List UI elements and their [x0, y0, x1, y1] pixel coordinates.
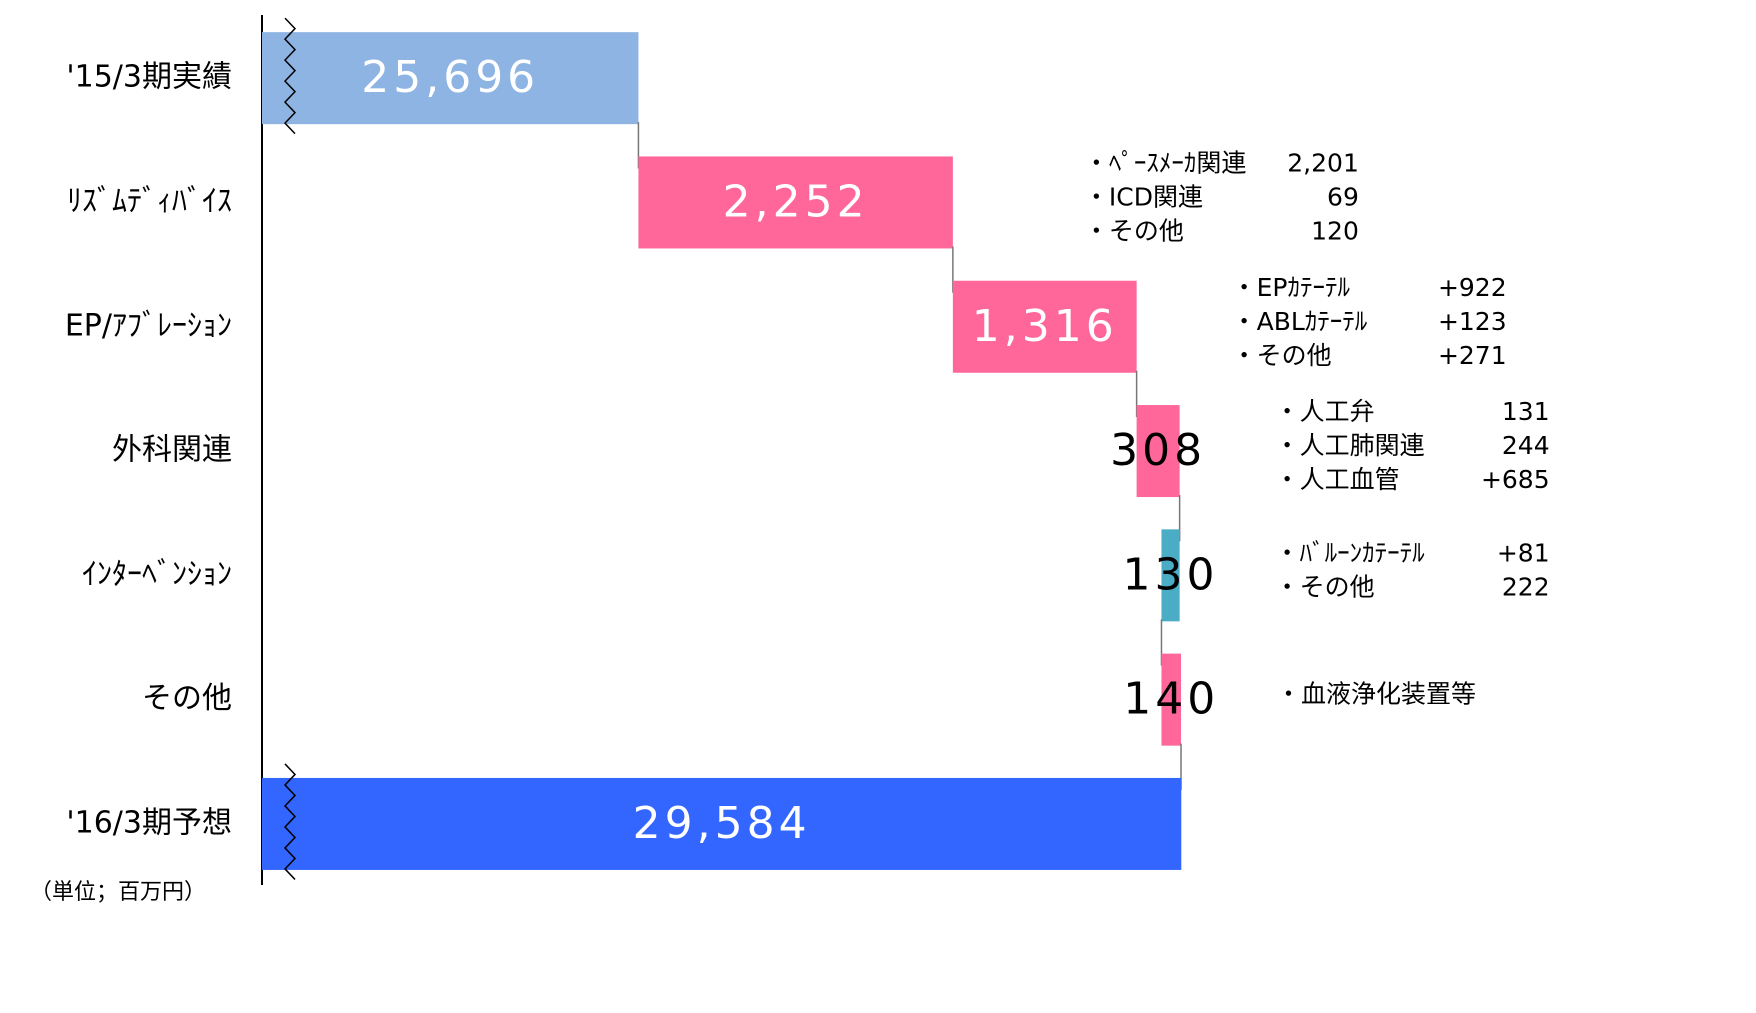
note-value: +81 [1497, 538, 1550, 567]
bar [638, 156, 953, 249]
category-label: ｲﾝﾀｰﾍﾞﾝｼｮﾝ [82, 557, 232, 592]
note-value: 244 [1502, 431, 1550, 460]
value-label: 25,696 [361, 52, 539, 103]
bar [262, 777, 1182, 870]
note-label: ・血液浄化装置等 [1276, 680, 1476, 709]
note-value: 131 [1502, 397, 1550, 426]
category-label: 外科関連 [112, 433, 232, 468]
note-value: +123 [1438, 307, 1507, 336]
note-label: ・ﾊﾞﾙｰﾝｶﾃｰﾃﾙ [1275, 538, 1426, 567]
bar [1136, 405, 1180, 498]
axis-break [283, 17, 297, 135]
value-label: 29,584 [633, 798, 811, 849]
note-label: ・人工弁 [1275, 397, 1375, 426]
note-label: ・ICD関連 [1084, 182, 1203, 211]
bar [1161, 529, 1180, 622]
note-label: ・ﾍﾟｰｽﾒｰｶ関連 [1084, 148, 1247, 177]
note-value: +922 [1438, 273, 1507, 302]
note-label: ・EPｶﾃｰﾃﾙ [1232, 273, 1351, 302]
unit-note: （単位；百万円） [30, 880, 206, 905]
bar [262, 32, 639, 125]
note-value: +685 [1481, 465, 1550, 494]
note-label: ・その他 [1275, 572, 1375, 601]
value-label: 130 [1123, 549, 1219, 600]
category-label: ﾘｽﾞﾑﾃﾞｨﾊﾞｲｽ [67, 184, 232, 219]
note-label: ・ABLｶﾃｰﾃﾙ [1232, 307, 1368, 336]
note-label: ・その他 [1084, 216, 1184, 245]
value-label: 1,316 [972, 301, 1118, 352]
category-label: '15/3期実績 [66, 60, 232, 95]
note-value: 69 [1327, 182, 1359, 211]
axis-break [283, 763, 297, 880]
category-label: その他 [142, 681, 232, 716]
note-label: ・人工肺関連 [1275, 431, 1425, 460]
value-label: 308 [1110, 425, 1206, 476]
bar [1161, 653, 1182, 746]
note-value: 222 [1502, 572, 1550, 601]
category-label: '16/3期予想 [66, 805, 232, 840]
note-value: 2,201 [1287, 148, 1359, 177]
value-label: 2,252 [723, 176, 869, 227]
bar [952, 280, 1137, 373]
note-value: 120 [1311, 216, 1359, 245]
note-label: ・人工血管 [1275, 465, 1400, 494]
note-label: ・その他 [1232, 341, 1332, 370]
category-label: EP/ｱﾌﾞﾚｰｼｮﾝ [65, 308, 232, 343]
note-value: +271 [1438, 341, 1507, 370]
value-label: 140 [1123, 674, 1219, 725]
